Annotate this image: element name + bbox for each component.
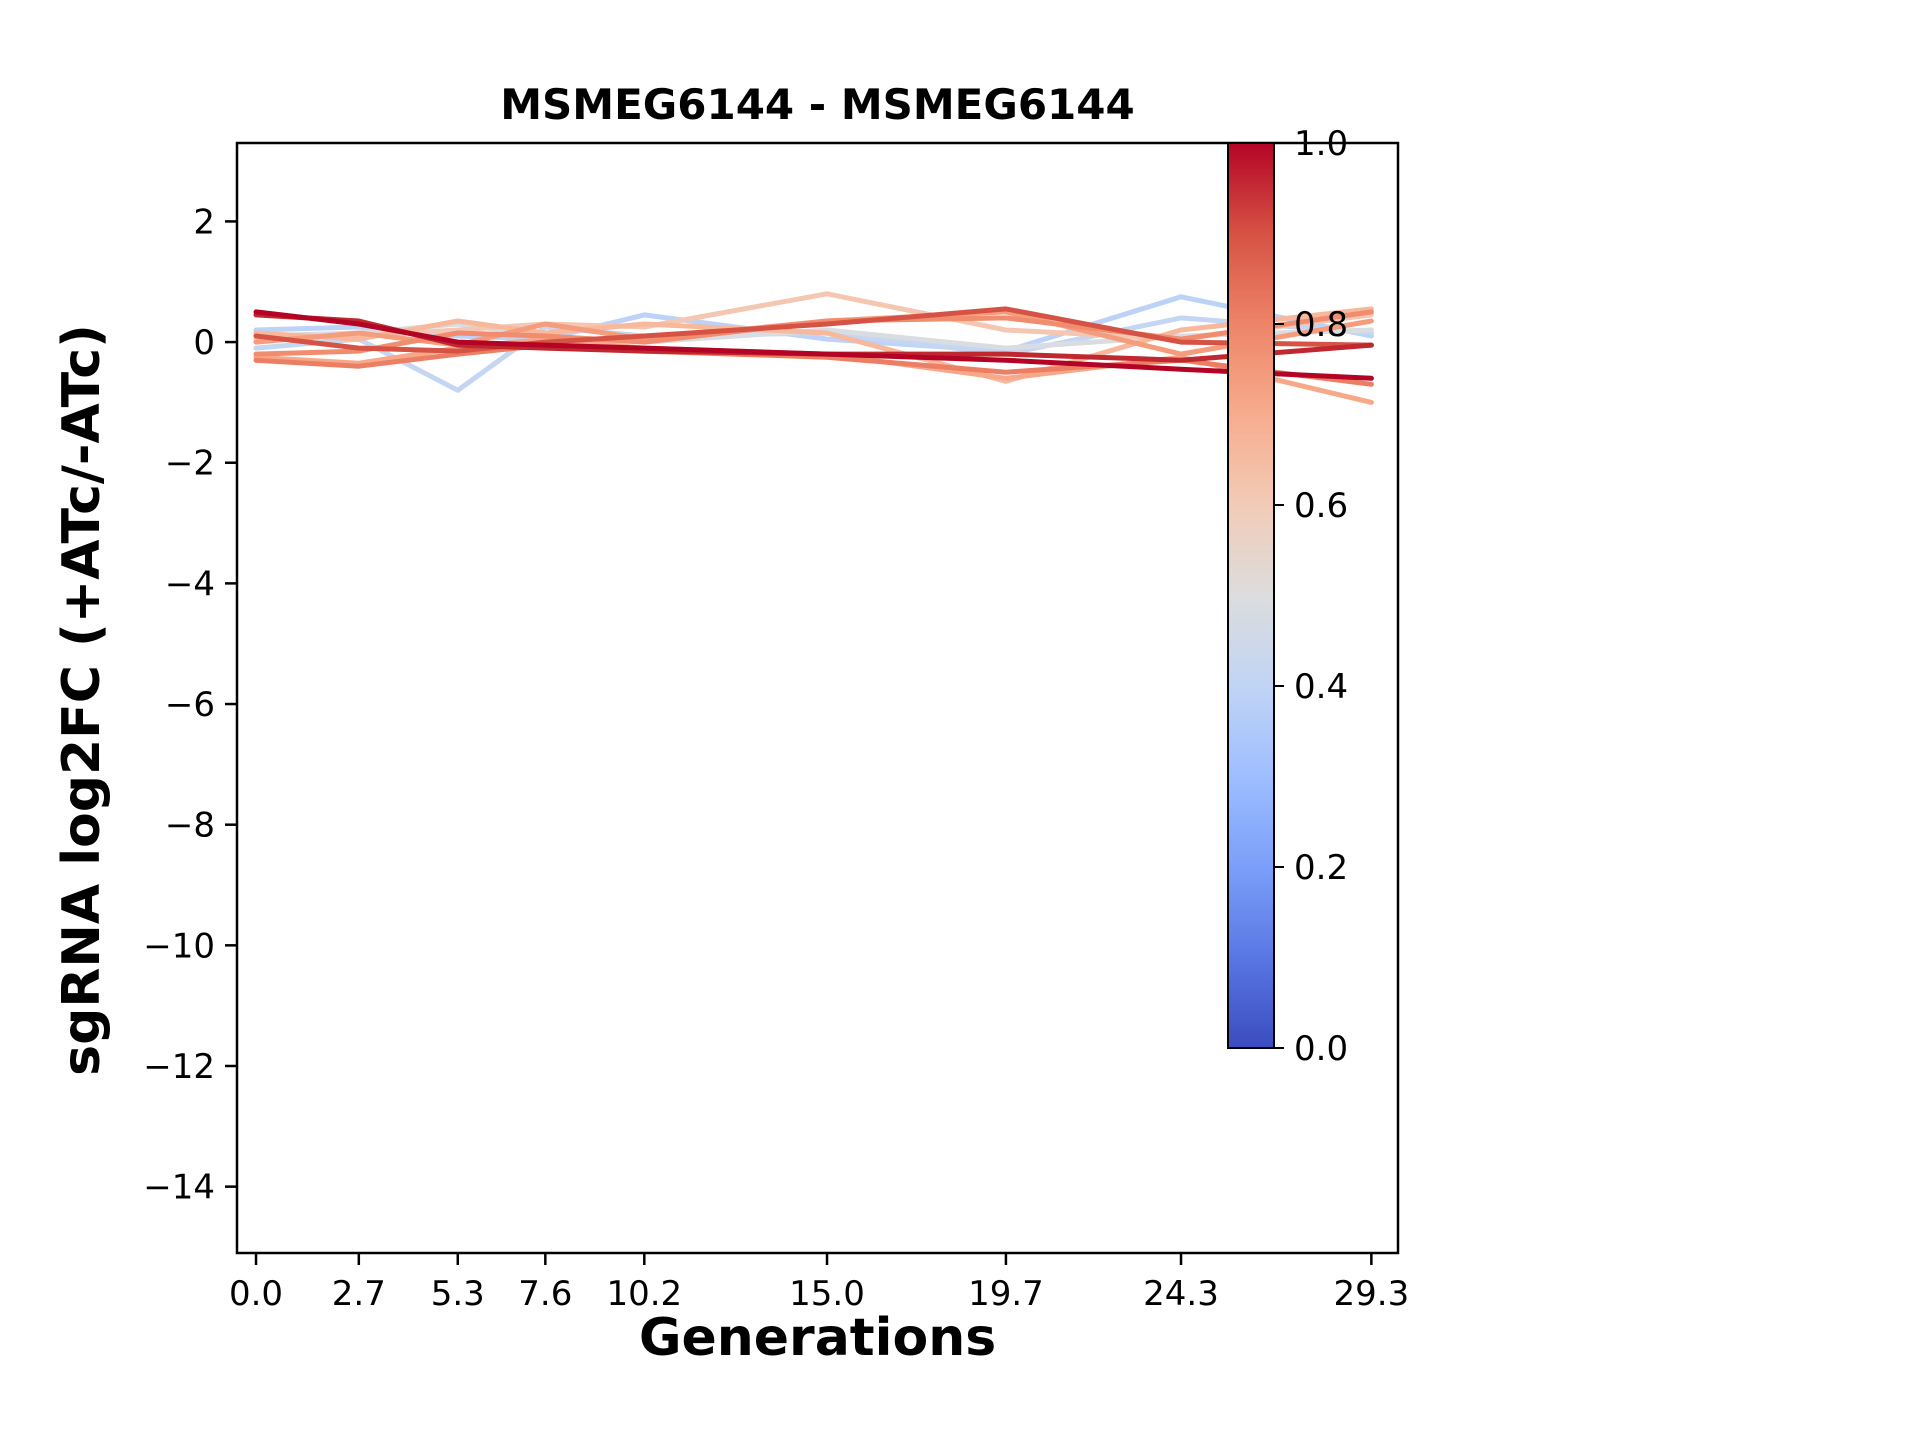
y-tick-label: −6: [165, 685, 215, 725]
y-tick-label: −2: [165, 444, 215, 484]
x-tick-label: 0.0: [229, 1274, 283, 1314]
axes-box: [235, 141, 1400, 1255]
y-tick-label: −8: [165, 806, 215, 846]
x-tick-label: 7.6: [518, 1274, 572, 1314]
y-tick-label: −4: [165, 564, 215, 604]
series-line-sgRNA_7: [253, 309, 1374, 357]
colorbar-outline: [1227, 142, 1275, 1049]
x-tick-label: 24.3: [1143, 1274, 1219, 1314]
x-tick-label: 19.7: [968, 1274, 1044, 1314]
colorbar-tick-label: 0.4: [1294, 667, 1348, 707]
chart-title: MSMEG6144 - MSMEG6144: [500, 80, 1135, 129]
y-tick-label: −10: [143, 926, 215, 966]
y-tick-label: −12: [143, 1047, 215, 1087]
series-line-sgRNA_12: [253, 309, 1374, 381]
series-line-sgRNA_5: [253, 306, 1374, 384]
x-tick-label: 10.2: [606, 1274, 682, 1314]
colorbar-tick-label: 0.8: [1294, 305, 1348, 345]
colorbar-tick-label: 0.6: [1294, 486, 1348, 526]
x-tick-label: 2.7: [332, 1274, 386, 1314]
x-axis-label: Generations: [638, 1308, 997, 1368]
colorbar-tick-label: 0.0: [1294, 1029, 1348, 1069]
colorbar-gradient: [1228, 143, 1274, 1048]
x-tick-label: 29.3: [1334, 1274, 1410, 1314]
x-tick-label: 15.0: [789, 1274, 865, 1314]
y-tick-label: 2: [193, 202, 215, 242]
x-tick-label: 5.3: [431, 1274, 485, 1314]
colorbar-tick-label: 1.0: [1294, 124, 1348, 164]
y-tick-label: −14: [143, 1168, 215, 1208]
series-line-sgRNA_10: [253, 306, 1374, 354]
y-tick-label: 0: [193, 323, 215, 363]
colorbar-tick-label: 0.2: [1294, 848, 1348, 888]
